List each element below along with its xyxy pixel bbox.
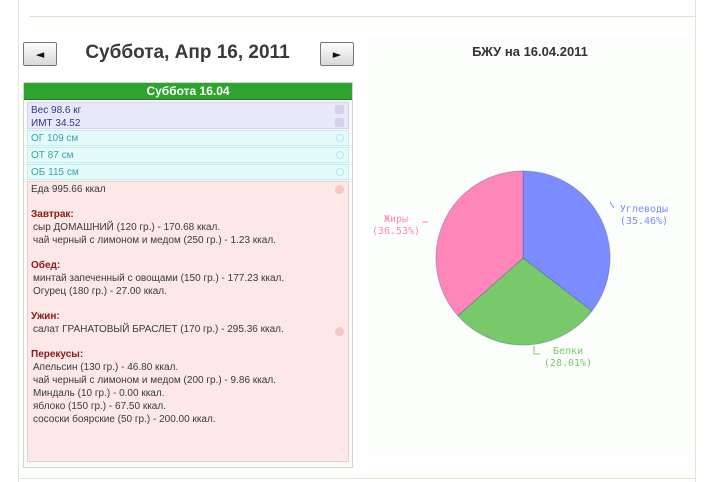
pie-slice-percent: (36.53%) — [372, 226, 420, 237]
tape-icon — [336, 168, 344, 176]
meal-snacks: Перекусы: Апельсин (130 гр.) - 46.80 кка… — [31, 348, 345, 426]
pie-slice-0[interactable] — [522, 170, 611, 312]
pie-chart: Углеводы(35.46%) Белки(28.01%) Жиры(36.53%… — [372, 170, 668, 369]
meal-dinner: Ужин: салат ГРАНАТОВЫЙ БРАСЛЕТ (170 гр.)… — [31, 310, 345, 336]
day-title: Суббота, Апр 16, 2011 — [85, 42, 290, 63]
food-item[interactable]: Миндаль (10 гр.) - 0.00 ккал. — [33, 388, 165, 399]
food-item[interactable]: минтай запеченный с овощами (150 гр.) - … — [33, 273, 285, 284]
page-frame — [18, 0, 696, 482]
weight-block[interactable]: Вес 98.6 кг ИМТ 34.52 — [27, 102, 349, 129]
food-item[interactable]: сыр ДОМАШНИЙ (120 гр.) - 170.68 ккал. — [33, 222, 221, 233]
day-panel: Суббота 16.04 Вес 98.6 кг ИМТ 34.52 ОГ 1… — [23, 82, 353, 468]
pie-label-leader — [533, 346, 540, 355]
bmi-value: ИМТ 34.52 — [31, 118, 81, 129]
pie-slice-percent: (35.46%) — [620, 216, 668, 227]
bottom-divider — [18, 478, 696, 479]
food-total: Еда 995.66 ккал — [31, 184, 106, 195]
arrow-right-icon: ► — [332, 47, 342, 61]
day-panel-header: Суббота 16.04 — [24, 83, 352, 100]
next-day-button[interactable]: ► — [320, 42, 354, 66]
food-item[interactable]: яблоко (150 гр.) - 67.50 ккал. — [33, 401, 166, 412]
pie-slice-percent: (28.01%) — [544, 358, 592, 369]
food-item[interactable]: Огурец (180 гр.) - 27.00 ккал. — [33, 286, 167, 297]
food-item[interactable]: чай черный с лимоном и медом (200 гр.) -… — [33, 375, 276, 386]
measurement-waist[interactable]: ОТ 87 см — [27, 147, 349, 163]
lock-icon — [335, 118, 344, 127]
arrow-left-icon: ◄ — [35, 47, 45, 61]
macro-chart: БЖУ на 16.04.2011 Углеводы (35.46%) Белки(… — [368, 36, 692, 456]
pie-label-leader — [609, 201, 615, 209]
meal-lunch: Обед: минтай запеченный с овощами (150 г… — [31, 259, 345, 298]
apple-icon — [335, 327, 344, 336]
meal-title: Ужин: — [31, 311, 60, 322]
pie-slice-1[interactable] — [457, 257, 593, 346]
lock-icon — [335, 105, 344, 114]
measurement-label: ОБ 115 см — [31, 167, 79, 178]
meal-title: Завтрак: — [31, 209, 74, 220]
pie-slice-name: Жиры — [384, 214, 408, 225]
food-item[interactable]: Апельсин (130 гр.) - 46.80 ккал. — [33, 362, 179, 373]
measurement-label: ОГ 109 см — [31, 133, 79, 144]
chart-title: БЖУ на 16.04.2011 — [472, 44, 588, 59]
measurement-hips[interactable]: ОБ 115 см — [27, 164, 349, 180]
meal-title: Перекусы: — [31, 349, 84, 360]
meal-title: Обед: — [31, 260, 61, 271]
pie-slice-2[interactable] — [435, 170, 524, 317]
meal-breakfast: Завтрак: сыр ДОМАШНИЙ (120 гр.) - 170.68… — [31, 208, 345, 247]
food-item[interactable]: сососки боярские (50 гр.) - 200.00 ккал. — [33, 414, 216, 425]
food-item[interactable]: салат ГРАНАТОВЫЙ БРАСЛЕТ (170 гр.) - 295… — [33, 324, 284, 335]
tape-icon — [336, 151, 344, 159]
food-block[interactable]: Еда 995.66 ккал Завтрак: сыр ДОМАШНИЙ (1… — [27, 181, 349, 462]
prev-day-button[interactable]: ◄ — [23, 42, 57, 66]
top-divider — [30, 16, 696, 17]
measurement-chest[interactable]: ОГ 109 см — [27, 130, 349, 146]
weight-value: Вес 98.6 кг — [31, 105, 82, 116]
pie-slice-name: Углеводы — [620, 204, 668, 215]
measurement-label: ОТ 87 см — [31, 150, 74, 161]
food-item[interactable]: чай черный с лимоном и медом (250 гр.) -… — [33, 235, 276, 246]
apple-icon — [335, 185, 344, 194]
pie-slice-name: Белки — [553, 346, 583, 357]
tape-icon — [336, 134, 344, 142]
